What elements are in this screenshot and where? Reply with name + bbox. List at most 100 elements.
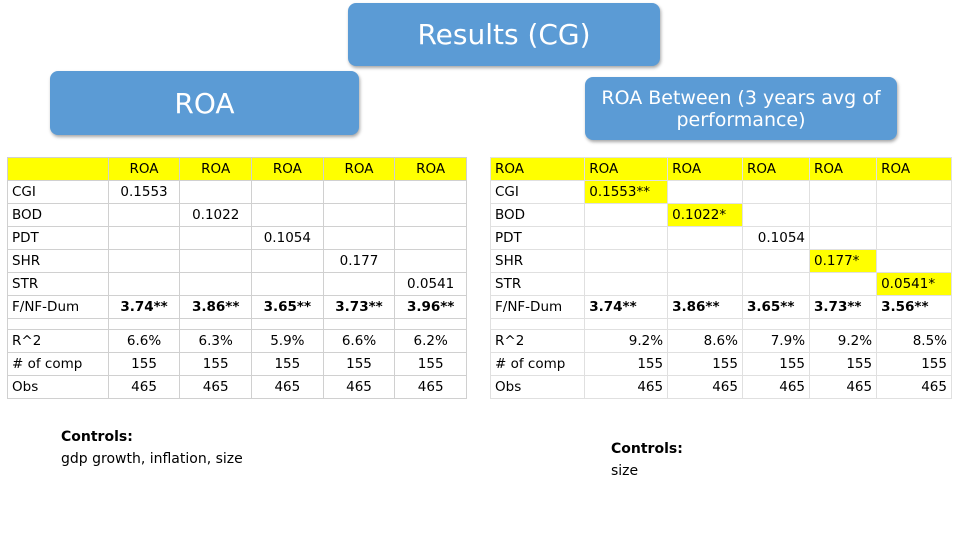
table-header-row: ROA ROA ROA ROA ROA: [7, 157, 467, 181]
table-cell: [667, 272, 743, 296]
table-cell: 6.6%: [322, 329, 396, 353]
table-cell: 8.5%: [876, 329, 952, 353]
table-cell: 465: [322, 375, 396, 399]
table-cell: [584, 203, 669, 227]
table-cell: 155: [322, 352, 396, 376]
table-cell: 0.0541: [394, 272, 467, 296]
table-cell: 0.1022: [179, 203, 253, 227]
table-row: SHR 0.177: [7, 249, 467, 273]
row-label: # of comp: [489, 352, 586, 376]
slide-title-text: Results (CG): [417, 18, 591, 51]
table-cell: [394, 249, 467, 273]
table-cell: 0.0541*: [876, 272, 952, 296]
table-cell: 465: [584, 375, 669, 399]
table-cell: 8.6%: [667, 329, 743, 353]
table-cell: [584, 249, 669, 273]
table-cell: 0.177*: [809, 249, 878, 273]
table-row: PDT 0.1054: [489, 226, 952, 250]
table-cell: [584, 272, 669, 296]
table-row: Obs 465 465 465 465 465: [489, 375, 952, 399]
table-cell: [876, 203, 952, 227]
table-cell: [107, 249, 181, 273]
table-cell: [322, 272, 396, 296]
header-cell: ROA: [107, 157, 181, 181]
right-controls-note: Controls: size: [611, 438, 683, 482]
table-cell: 3.86**: [667, 295, 743, 319]
table-cell: 3.73**: [809, 295, 878, 319]
row-label: CGI: [489, 180, 586, 204]
row-label: PDT: [489, 226, 586, 250]
table-row: F/NF-Dum 3.74** 3.86** 3.65** 3.73** 3.9…: [7, 295, 467, 319]
table-cell: [741, 272, 811, 296]
table-cell: 3.74**: [107, 295, 181, 319]
slide-title: Results (CG): [348, 3, 660, 66]
table-cell: [741, 203, 811, 227]
table-cell: [876, 226, 952, 250]
controls-text: size: [611, 463, 639, 479]
table-cell: 3.73**: [322, 295, 396, 319]
table-cell: 155: [584, 352, 669, 376]
table-cell: [876, 249, 952, 273]
table-cell: 465: [251, 375, 324, 399]
table-row: F/NF-Dum 3.74** 3.86** 3.65** 3.73** 3.5…: [489, 295, 952, 319]
row-label: SHR: [489, 249, 586, 273]
table-cell: [179, 226, 253, 250]
table-cell: 0.1022*: [667, 203, 743, 227]
header-cell: ROA: [667, 157, 743, 181]
table-cell: 6.3%: [179, 329, 253, 353]
row-label: STR: [489, 272, 586, 296]
row-label: BOD: [489, 203, 586, 227]
table-row: # of comp 155 155 155 155 155: [7, 352, 467, 376]
table-row: BOD 0.1022*: [489, 203, 952, 227]
table-cell: [667, 180, 743, 204]
table-cell: [322, 180, 396, 204]
table-cell: 155: [251, 352, 324, 376]
row-label: F/NF-Dum: [489, 295, 586, 319]
table-cell: 3.96**: [394, 295, 467, 319]
table-cell: [251, 249, 324, 273]
table-cell: [179, 272, 253, 296]
table-cell: 0.1054: [741, 226, 811, 250]
table-cell: [322, 203, 396, 227]
table-cell: [809, 226, 878, 250]
table-row: CGI 0.1553**: [489, 180, 952, 204]
spacer-row: [7, 318, 467, 330]
table-cell: [876, 180, 952, 204]
controls-label: Controls:: [61, 429, 133, 445]
table-cell: 155: [107, 352, 181, 376]
row-label: STR: [7, 272, 109, 296]
controls-text: gdp growth, inflation, size: [61, 451, 243, 467]
header-cell: ROA: [322, 157, 396, 181]
header-cell: ROA: [179, 157, 253, 181]
table-cell: [179, 249, 253, 273]
table-cell: 465: [667, 375, 743, 399]
table-row: R^2 6.6% 6.3% 5.9% 6.6% 6.2%: [7, 329, 467, 353]
row-label: # of comp: [7, 352, 109, 376]
header-cell: ROA: [251, 157, 324, 181]
right-heading-text: ROA Between (3 years avg of performance): [601, 86, 881, 131]
table-cell: 465: [876, 375, 952, 399]
row-label: Obs: [489, 375, 586, 399]
row-label: BOD: [7, 203, 109, 227]
row-label: Obs: [7, 375, 109, 399]
table-cell: [107, 203, 181, 227]
table-cell: [394, 226, 467, 250]
table-row: STR 0.0541: [7, 272, 467, 296]
table-cell: [667, 249, 743, 273]
spacer-row: [489, 318, 952, 330]
row-label: PDT: [7, 226, 109, 250]
table-cell: 155: [179, 352, 253, 376]
table-cell: 7.9%: [741, 329, 811, 353]
table-cell: [741, 180, 811, 204]
table-row: Obs 465 465 465 465 465: [7, 375, 467, 399]
table-cell: [809, 203, 878, 227]
table-cell: [394, 203, 467, 227]
table-cell: [741, 249, 811, 273]
table-cell: 0.177: [322, 249, 396, 273]
table-row: BOD 0.1022: [7, 203, 467, 227]
table-cell: 3.86**: [179, 295, 253, 319]
row-label: CGI: [7, 180, 109, 204]
table-cell: 465: [179, 375, 253, 399]
row-label: R^2: [7, 329, 109, 353]
table-cell: 6.2%: [394, 329, 467, 353]
